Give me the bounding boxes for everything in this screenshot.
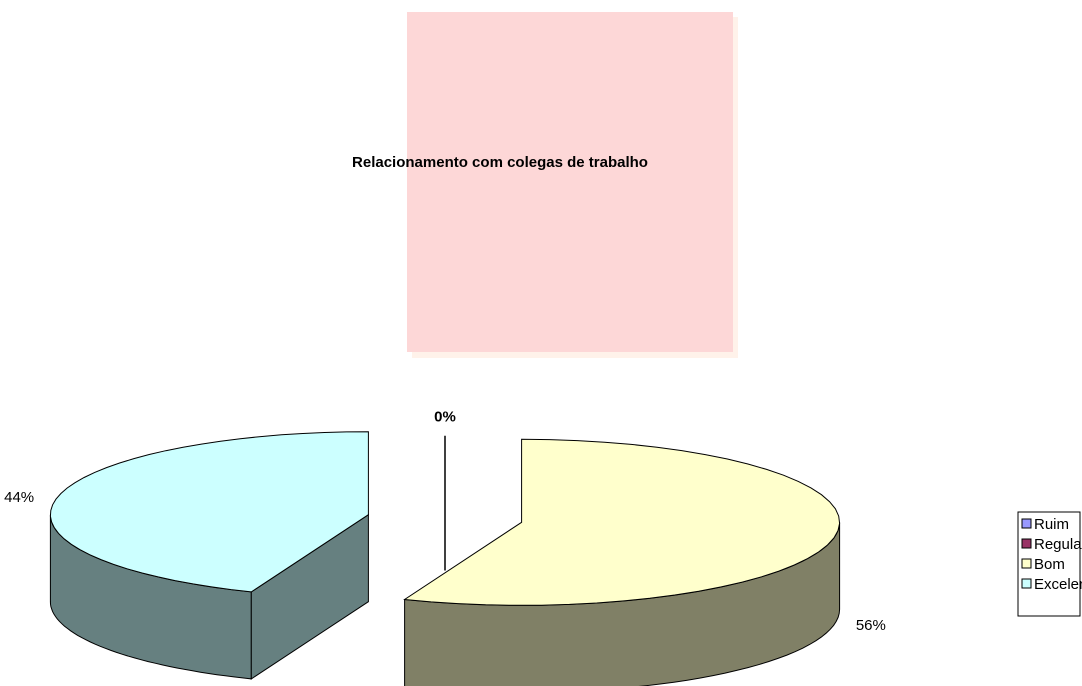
legend-swatch [1021,558,1032,569]
legend-label: Bom [1034,556,1065,573]
legend-label: Regular [1034,536,1082,553]
data-label: 0% [434,409,456,426]
chart-title: Relacionamento com colegas de trabalho [352,154,648,171]
legend-label: Ruim [1034,516,1069,533]
slice [49,431,369,593]
legend-swatch [1021,518,1032,529]
title-background [407,12,733,352]
legend-swatch [1021,578,1032,589]
slice [403,438,841,606]
legend-swatch [1021,538,1032,549]
legend-label: Excelente [1034,576,1082,593]
data-label: 44% [4,489,34,506]
data-label: 56% [856,617,886,634]
